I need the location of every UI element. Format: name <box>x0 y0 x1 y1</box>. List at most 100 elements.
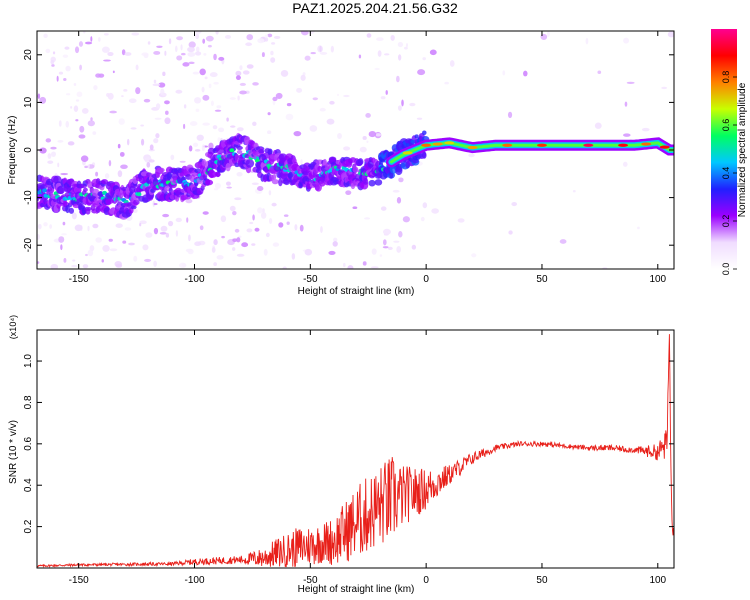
heatmap-cell <box>202 94 210 101</box>
heatmap-cell <box>83 31 86 34</box>
x-tick-label: -50 <box>303 575 318 586</box>
y-tick-label: 0.8 <box>23 395 34 409</box>
heatmap-cell <box>182 62 190 67</box>
heatmap-cell <box>307 31 315 34</box>
heatmap-cell <box>398 231 403 238</box>
spectrogram-heatmap <box>37 31 674 269</box>
spectrogram-x-ticks: -150 -100 -50 0 50 100 <box>69 31 667 285</box>
heatmap-cell <box>270 57 276 63</box>
heatmap-cell <box>115 263 123 268</box>
heatmap-cell <box>226 117 229 122</box>
heatmap-cell <box>136 192 142 197</box>
heatmap-cell <box>85 208 91 215</box>
heatmap-cell <box>572 189 576 193</box>
heatmap-cell <box>229 97 236 100</box>
snr-x-label: Height of straight line (km) <box>298 584 415 595</box>
heatmap-cell <box>239 90 247 95</box>
heatmap-cell <box>139 220 147 225</box>
heatmap-cell <box>357 158 364 166</box>
heatmap-cell <box>192 71 200 75</box>
heatmap-cell <box>101 46 110 53</box>
heatmap-cell <box>90 117 93 121</box>
heatmap-cell <box>254 227 260 232</box>
heatmap-cell <box>319 107 326 112</box>
heatmap-cell <box>215 172 221 177</box>
heatmap-cell <box>140 124 144 127</box>
heatmap-cell <box>383 53 390 56</box>
heatmap-cell <box>264 34 269 38</box>
heatmap-cell <box>120 164 128 169</box>
heatmap-cell <box>42 188 48 193</box>
heatmap-cell <box>236 172 243 177</box>
heatmap-cell <box>81 108 89 114</box>
heatmap-cell <box>143 98 151 103</box>
heatmap-cell <box>90 36 93 42</box>
heatmap-cell <box>208 142 214 150</box>
heatmap-cell <box>78 41 84 47</box>
heatmap-cell <box>397 41 404 48</box>
heatmap-cell <box>52 51 56 55</box>
heatmap-cell <box>245 42 253 47</box>
heatmap-cell <box>422 57 426 61</box>
heatmap-cell <box>420 216 425 222</box>
heatmap-cell <box>118 118 125 125</box>
heatmap-cell <box>64 46 70 50</box>
heatmap-peak <box>402 151 413 155</box>
colorbar-tick-label: 0.4 <box>721 167 731 180</box>
heatmap-cell <box>217 137 221 142</box>
heatmap-cell <box>343 94 350 98</box>
heatmap-cell <box>271 179 279 185</box>
heatmap-cell <box>204 76 208 80</box>
heatmap-cell <box>179 160 186 163</box>
heatmap-cell <box>257 185 264 192</box>
heatmap-cell <box>73 105 79 112</box>
heatmap-cell <box>236 149 243 155</box>
heatmap-cell <box>623 37 630 44</box>
heatmap-cell <box>234 197 242 201</box>
heatmap-cell <box>213 81 219 85</box>
heatmap-cell <box>103 33 109 36</box>
heatmap-cell <box>71 264 78 268</box>
heatmap-cell <box>237 127 244 132</box>
heatmap-cell <box>50 146 57 150</box>
heatmap-cell <box>65 120 70 128</box>
heatmap-cell <box>108 238 113 242</box>
heatmap-cell <box>162 213 170 218</box>
heatmap-cell <box>79 64 82 71</box>
heatmap-cell <box>146 162 151 168</box>
heatmap-cell <box>385 90 388 95</box>
heatmap-cell <box>201 144 205 152</box>
x-tick-label: -150 <box>69 274 89 285</box>
heatmap-cell <box>224 35 232 39</box>
heatmap-cell <box>121 95 124 98</box>
heatmap-cell <box>39 147 47 154</box>
heatmap-cell <box>212 125 218 130</box>
x-tick-label: -100 <box>185 274 205 285</box>
snr-series-line <box>37 334 674 568</box>
colorbar-ticks: 0.0 0.2 0.4 0.6 0.8 <box>721 71 737 275</box>
heatmap-cell <box>362 135 367 140</box>
heatmap-cell <box>363 177 369 185</box>
heatmap-peak <box>618 143 629 147</box>
heatmap-cell <box>188 41 196 48</box>
heatmap-cell <box>199 225 204 231</box>
heatmap-cell <box>377 50 382 57</box>
heatmap-cell <box>193 142 199 147</box>
heatmap-cell <box>87 120 95 127</box>
heatmap-cell <box>119 151 125 157</box>
heatmap-cell <box>147 41 151 45</box>
heatmap-cell <box>379 254 383 257</box>
heatmap-cell <box>183 104 187 109</box>
heatmap-cell <box>585 37 589 45</box>
heatmap-cell <box>286 221 290 225</box>
heatmap-cell <box>128 98 137 104</box>
heatmap-cell <box>293 131 302 137</box>
heatmap-peak <box>502 143 513 147</box>
heatmap-cell <box>246 64 254 69</box>
heatmap-cell <box>229 205 236 212</box>
heatmap-cell <box>257 38 265 44</box>
heatmap-cell <box>58 236 65 243</box>
heatmap-cell <box>624 101 628 107</box>
heatmap-cell <box>126 138 130 146</box>
